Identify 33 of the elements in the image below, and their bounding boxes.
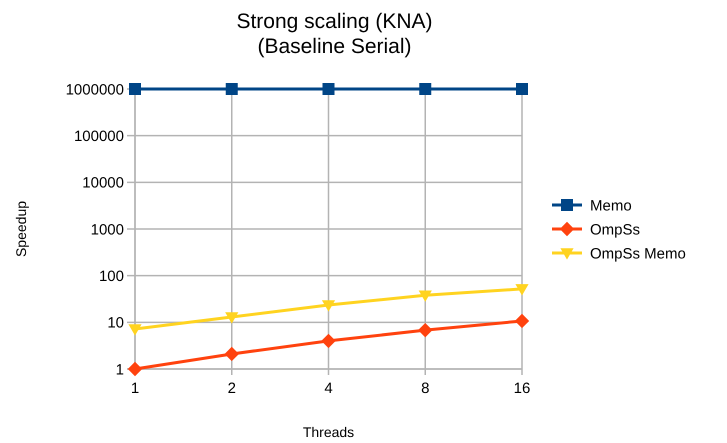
y-tick-label: 1000000	[66, 81, 124, 98]
x-tick-label: 8	[421, 380, 430, 397]
x-axis-title: Threads	[302, 424, 354, 440]
x-tick-label: 4	[324, 380, 333, 397]
x-tick-label: 16	[514, 380, 530, 397]
y-tick-label: 1000	[90, 221, 124, 238]
point	[128, 362, 142, 376]
y-tick-label: 100000	[74, 128, 124, 145]
point	[514, 314, 530, 328]
point	[225, 312, 238, 324]
y-axis-title: Speedup	[13, 200, 29, 258]
point	[224, 346, 239, 362]
legend-label: Memo	[590, 197, 632, 214]
x-tick-label: 2	[228, 380, 236, 397]
y-tick-label: 1	[116, 361, 124, 378]
point	[322, 83, 334, 95]
point	[128, 324, 142, 336]
legend-label: OmpSs Memo	[590, 245, 686, 262]
chart-title: Strong scaling (KNA) (Baseline Serial)	[236, 10, 433, 58]
point	[226, 83, 238, 95]
point	[515, 284, 529, 296]
point	[129, 83, 141, 95]
point	[516, 83, 528, 95]
y-tick-label: 100	[98, 268, 124, 285]
x-tick-label: 1	[130, 380, 140, 397]
y-tick-label: 10000	[82, 174, 124, 192]
point	[419, 83, 432, 95]
y-tick-label: 10	[107, 314, 124, 332]
point	[418, 290, 432, 302]
point	[321, 334, 336, 348]
legend-label: OmpSs	[590, 221, 640, 238]
point	[322, 300, 336, 312]
point	[418, 322, 432, 338]
